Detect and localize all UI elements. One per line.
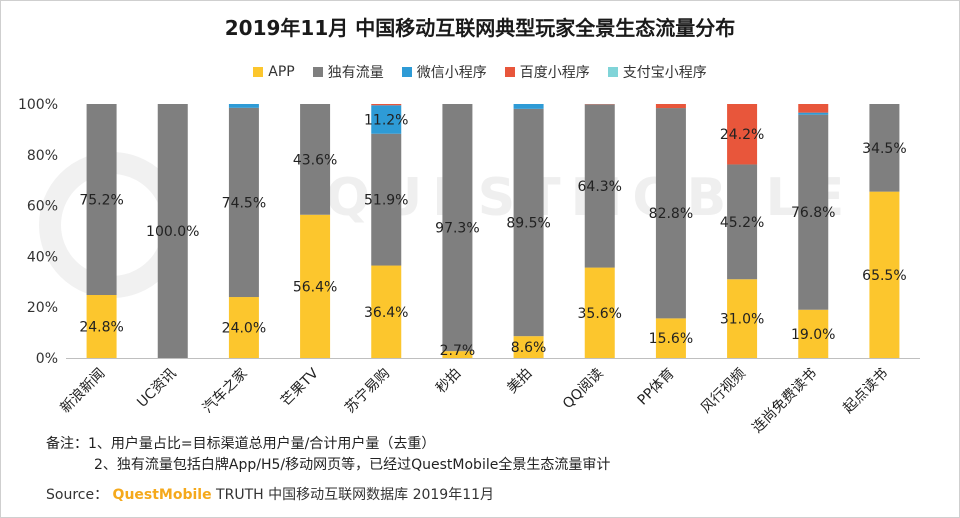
legend-label: 独有流量 xyxy=(327,65,384,81)
data-label: 24.0% xyxy=(222,321,266,337)
bar-segment xyxy=(86,295,117,358)
legend-item: 支付宝小程序 xyxy=(607,62,707,82)
bar-segment xyxy=(513,108,544,337)
data-label: 64.3% xyxy=(578,179,622,195)
bar-segment xyxy=(442,351,473,358)
data-label: 35.6% xyxy=(578,306,622,322)
y-tick-label: 0% xyxy=(36,351,58,367)
y-tick-label: 100% xyxy=(18,97,58,113)
bar-segment xyxy=(655,318,686,358)
bar-segment xyxy=(86,104,117,296)
bar-segment xyxy=(727,164,758,280)
legend-item: 独有流量 xyxy=(312,62,384,82)
bar-segment xyxy=(655,104,686,109)
data-label: 34.5% xyxy=(862,141,906,157)
x-tick-label: 汽车之家 xyxy=(199,365,251,417)
bar-segment xyxy=(869,104,900,192)
legend-label: 微信小程序 xyxy=(416,65,487,81)
legend-label: 支付宝小程序 xyxy=(622,65,707,81)
legend-item: 百度小程序 xyxy=(504,62,590,82)
source-brand: QuestMobile xyxy=(112,487,212,503)
data-label: 31.0% xyxy=(720,312,764,328)
bar-segment xyxy=(798,114,829,310)
y-tick-label: 40% xyxy=(27,249,58,265)
legend-swatch xyxy=(401,67,412,77)
legend: APP 独有流量 微信小程序 百度小程序 支付宝小程序 xyxy=(0,62,960,82)
note-line-2: 2、独有流量包括白牌App/H5/移动网页等，已经过QuestMobile全景生… xyxy=(94,457,611,473)
bar-segment xyxy=(371,265,402,358)
bar-segment xyxy=(228,107,259,298)
bar-segment xyxy=(798,104,829,113)
data-label: 24.2% xyxy=(720,127,764,143)
legend-label: 百度小程序 xyxy=(519,65,590,81)
legend-swatch xyxy=(253,67,264,77)
x-tick-label: 连尚免费读书 xyxy=(749,365,820,436)
y-tick-label: 60% xyxy=(27,199,58,215)
bar-segment xyxy=(371,105,402,134)
data-label: 82.8% xyxy=(649,206,693,222)
x-tick-label: 苏宁易购 xyxy=(341,365,393,417)
bar-segment xyxy=(727,104,758,165)
bar-segment xyxy=(584,104,615,268)
source-prefix: Source： xyxy=(46,487,109,503)
bar-segment xyxy=(727,279,758,358)
legend-item: APP xyxy=(253,62,295,82)
data-label: 76.8% xyxy=(791,205,835,221)
x-tick-label: 秒拍 xyxy=(433,366,464,397)
legend-swatch xyxy=(312,67,323,77)
data-label: 97.3% xyxy=(435,221,479,237)
data-label: 74.5% xyxy=(222,195,266,211)
note-line-1: 备注：1、用户量占比=目标渠道总用户量/合计用户量（去重） xyxy=(46,436,436,452)
data-label: 65.5% xyxy=(862,268,906,284)
x-tick-label: 新浪新闻 xyxy=(58,366,109,417)
bar-segment xyxy=(584,267,615,358)
bar-segment xyxy=(228,297,259,358)
data-label: 15.6% xyxy=(649,331,693,347)
bar-segment xyxy=(157,104,188,358)
data-label: 56.4% xyxy=(293,279,337,295)
bar-segment xyxy=(300,104,331,215)
bar-segment xyxy=(300,214,331,358)
chart-title: 2019年11月 中国移动互联网典型玩家全景生态流量分布 xyxy=(224,16,736,40)
source-rest: TRUTH 中国移动互联网数据库 2019年11月 xyxy=(211,487,495,503)
notes: 备注：1、用户量占比=目标渠道总用户量/合计用户量（去重） 2、独有流量包括白牌… xyxy=(46,434,610,476)
bar-segment xyxy=(513,104,544,109)
x-tick-label: PP体育 xyxy=(635,366,678,409)
bar-segment xyxy=(442,104,473,352)
x-tick-label: 风行视频 xyxy=(698,366,749,417)
x-tick-label: QQ阅读 xyxy=(559,365,606,412)
data-label: 89.5% xyxy=(506,215,550,231)
data-label: 43.6% xyxy=(293,152,337,168)
bar-segment xyxy=(798,112,829,115)
data-label: 36.4% xyxy=(364,305,408,321)
data-label: 19.0% xyxy=(791,327,835,343)
data-label: 8.6% xyxy=(511,340,547,356)
legend-label: APP xyxy=(268,64,295,80)
x-tick-label: 起点读书 xyxy=(840,365,892,417)
bar-segment xyxy=(655,108,686,319)
bar-segment xyxy=(228,104,259,108)
x-tick-label: 美拍 xyxy=(504,366,535,397)
bar-segment xyxy=(513,336,544,358)
x-tick-label: 芒果TV xyxy=(278,365,322,409)
legend-swatch xyxy=(607,67,618,77)
y-tick-label: 80% xyxy=(27,148,58,164)
bar-segment xyxy=(371,104,402,106)
legend-swatch xyxy=(504,67,515,77)
data-label: 51.9% xyxy=(364,193,408,209)
bar-segment xyxy=(869,191,900,358)
data-label: 2.7% xyxy=(440,343,476,359)
data-label: 45.2% xyxy=(720,215,764,231)
data-label: 100.0% xyxy=(146,224,199,240)
data-label: 24.8% xyxy=(79,320,123,336)
bar-segment xyxy=(371,133,402,266)
data-label: 75.2% xyxy=(79,193,123,209)
x-tick-label: UC资讯 xyxy=(134,366,179,411)
data-label: 11.2% xyxy=(364,112,408,128)
y-tick-label: 20% xyxy=(27,300,58,316)
bar-segment xyxy=(798,309,829,358)
legend-item: 微信小程序 xyxy=(401,62,487,82)
source-line: Source： QuestMobile TRUTH 中国移动互联网数据库 201… xyxy=(46,484,494,504)
